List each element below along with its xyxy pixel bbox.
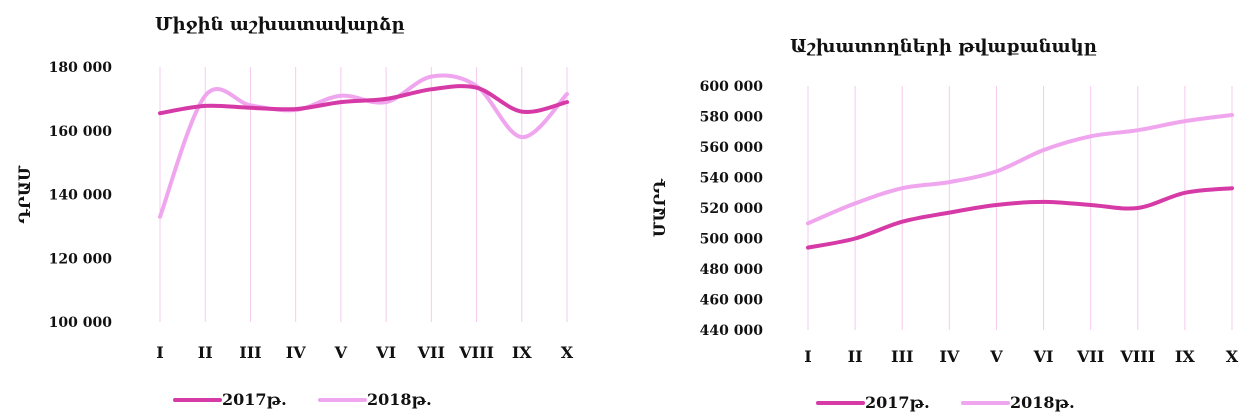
chart-1-x-tick-label: V bbox=[334, 343, 348, 362]
chart-1-x-tick-label: III bbox=[239, 343, 261, 362]
chart-2-x-tick-label: IX bbox=[1175, 347, 1195, 366]
chart-1-series-line-2017թ. bbox=[158, 84, 569, 116]
chart-2-legend-label: 2017թ. bbox=[865, 393, 930, 412]
chart-2-y-tick-label: 440 000 bbox=[700, 323, 764, 339]
chart-1-x-tick-label: I bbox=[156, 343, 163, 362]
chart-2-x-tick-label: I bbox=[804, 347, 811, 366]
chart-1-series-line-2018թ. bbox=[158, 73, 569, 219]
chart-1-x-tick-label: IX bbox=[512, 343, 532, 362]
chart-2-y-tick-label: 600 000 bbox=[700, 79, 764, 95]
chart-2-y-tick-label: 520 000 bbox=[700, 201, 764, 217]
chart-1-x-tick-label: II bbox=[198, 343, 213, 362]
chart-2-x-tick-label: IV bbox=[939, 347, 959, 366]
chart-1-x-tick-label: VIII bbox=[458, 343, 494, 362]
chart-1-y-tick-label: 100 000 bbox=[49, 315, 113, 331]
chart-2-x-tick-label: VII bbox=[1076, 347, 1104, 366]
chart-1-y-axis-title: ԴՐԱՄ bbox=[15, 164, 34, 224]
chart-2-y-axis-title: ՄԱՐԴ bbox=[650, 177, 669, 237]
chart-1-legend-label: 2018թ. bbox=[367, 390, 432, 409]
chart-1-y-tick-label: 120 000 bbox=[49, 251, 113, 267]
chart-2-x-tick-label: VIII bbox=[1119, 347, 1155, 366]
chart-1-legend-label: 2017թ. bbox=[222, 390, 287, 409]
chart-2-x-tick-label: V bbox=[989, 347, 1003, 366]
chart-2-x-tick-label: X bbox=[1226, 347, 1239, 366]
chart-2-y-tick-label: 560 000 bbox=[700, 140, 764, 156]
chart-1-title: Միջին աշխատավարձը bbox=[155, 14, 405, 35]
chart-2-title: Աշխատողների թվաքանակը bbox=[790, 36, 1097, 57]
chart-2-y-tick-label: 500 000 bbox=[700, 232, 764, 248]
chart-2-x-tick-label: II bbox=[848, 347, 863, 366]
chart-2-y-tick-label: 580 000 bbox=[700, 110, 764, 126]
chart-2-x-tick-label: VI bbox=[1033, 347, 1054, 366]
chart-2-series-line-2017թ. bbox=[806, 186, 1234, 250]
chart-2-legend-label: 2018թ. bbox=[1010, 393, 1075, 412]
chart-1-x-tick-label: VII bbox=[417, 343, 445, 362]
chart-1-x-tick-label: IV bbox=[286, 343, 306, 362]
chart-2-series-line-2018թ. bbox=[806, 113, 1234, 226]
chart-1-y-tick-label: 180 000 bbox=[49, 60, 113, 76]
chart-1-x-tick-label: VI bbox=[375, 343, 396, 362]
chart-1-y-tick-label: 140 000 bbox=[49, 188, 113, 204]
chart-2-x-tick-label: III bbox=[891, 347, 913, 366]
chart-1-x-tick-label: X bbox=[561, 343, 574, 362]
chart-1-y-tick-label: 160 000 bbox=[49, 124, 113, 140]
chart-2-y-tick-label: 540 000 bbox=[700, 171, 764, 187]
chart-2-y-tick-label: 460 000 bbox=[700, 293, 764, 309]
chart-2-y-tick-label: 480 000 bbox=[700, 262, 764, 278]
